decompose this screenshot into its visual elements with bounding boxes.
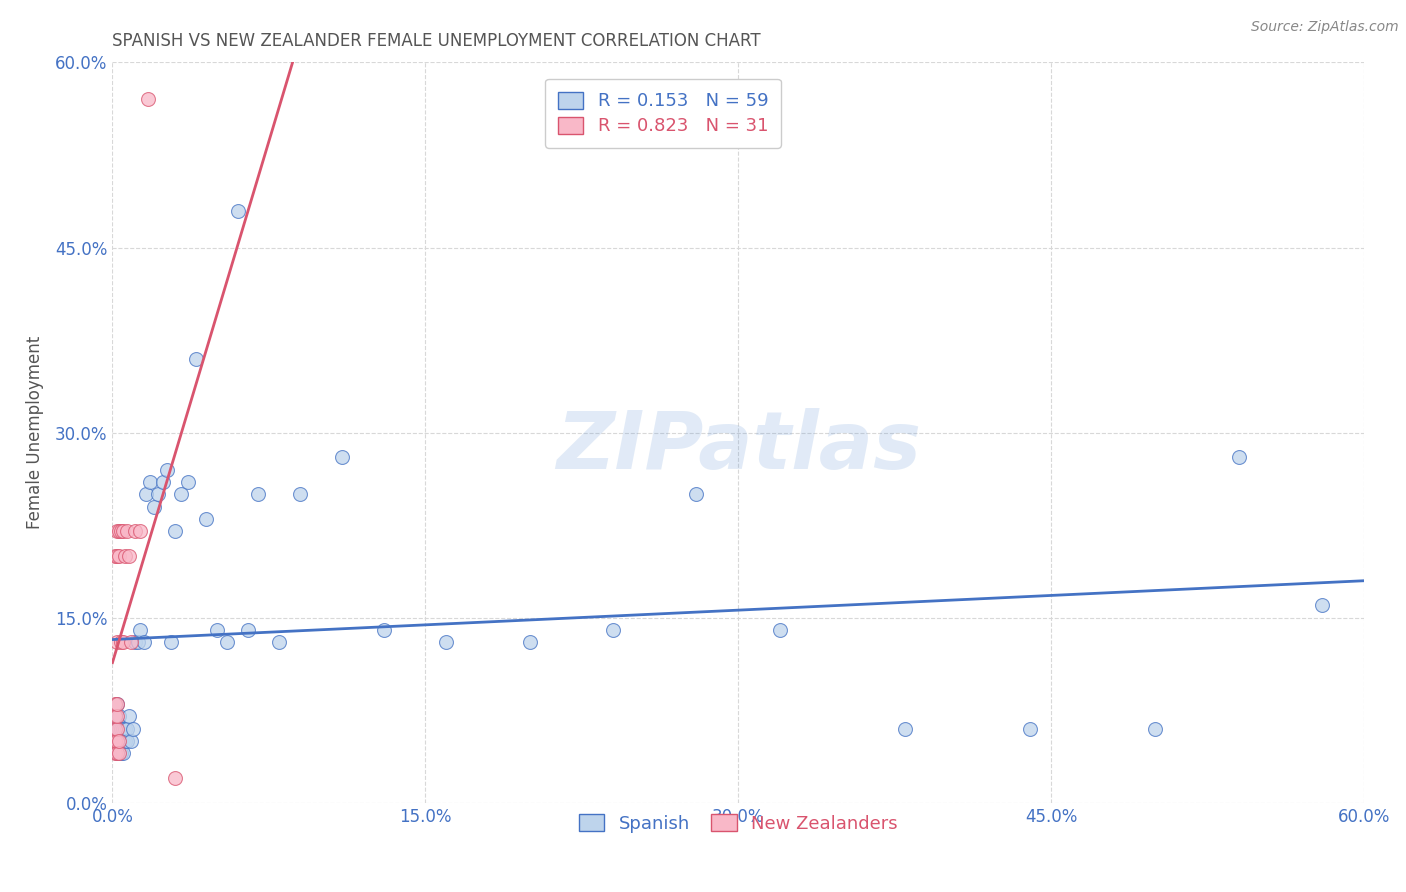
- Point: [160, 635, 183, 649]
- Y-axis label: Female Unemployment: Female Unemployment: [25, 336, 44, 529]
- Point: [105, 734, 128, 748]
- Point: [132, 635, 155, 649]
- Point: [110, 722, 132, 736]
- Point: [103, 549, 125, 563]
- Point: [103, 734, 125, 748]
- Text: SPANISH VS NEW ZEALANDER FEMALE UNEMPLOYMENT CORRELATION CHART: SPANISH VS NEW ZEALANDER FEMALE UNEMPLOY…: [112, 32, 761, 50]
- Point: [110, 635, 132, 649]
- Point: [115, 524, 138, 539]
- Point: [105, 697, 128, 711]
- Point: [1227, 450, 1250, 465]
- Point: [373, 623, 395, 637]
- Point: [170, 487, 193, 501]
- Point: [115, 734, 138, 748]
- Point: [148, 487, 170, 501]
- Point: [184, 351, 207, 366]
- Point: [1310, 599, 1333, 613]
- Point: [110, 734, 132, 748]
- Point: [107, 709, 129, 723]
- Point: [110, 747, 132, 761]
- Point: [136, 92, 159, 106]
- Point: [217, 635, 239, 649]
- Point: [105, 524, 128, 539]
- Point: [434, 635, 457, 649]
- Point: [107, 734, 129, 748]
- Point: [128, 524, 150, 539]
- Point: [152, 475, 174, 489]
- Point: [124, 524, 146, 539]
- Point: [290, 487, 312, 501]
- Point: [105, 549, 128, 563]
- Point: [111, 722, 134, 736]
- Point: [105, 722, 128, 736]
- Point: [103, 734, 125, 748]
- Point: [163, 771, 186, 785]
- Point: [114, 722, 136, 736]
- Point: [107, 734, 129, 748]
- Point: [107, 549, 129, 563]
- Point: [105, 747, 128, 761]
- Point: [122, 722, 145, 736]
- Point: [118, 549, 141, 563]
- Point: [103, 734, 125, 748]
- Point: [103, 697, 125, 711]
- Point: [114, 734, 136, 748]
- Text: ZIPatlas: ZIPatlas: [555, 409, 921, 486]
- Point: [128, 623, 150, 637]
- Point: [519, 635, 541, 649]
- Point: [105, 722, 128, 736]
- Point: [105, 635, 128, 649]
- Point: [226, 203, 249, 218]
- Text: Source: ZipAtlas.com: Source: ZipAtlas.com: [1251, 20, 1399, 34]
- Point: [143, 500, 166, 514]
- Point: [127, 635, 149, 649]
- Point: [602, 623, 624, 637]
- Point: [195, 512, 218, 526]
- Point: [107, 747, 129, 761]
- Point: [105, 734, 128, 748]
- Point: [1144, 722, 1167, 736]
- Point: [156, 462, 179, 476]
- Point: [111, 734, 134, 748]
- Point: [236, 623, 259, 637]
- Point: [124, 635, 146, 649]
- Point: [114, 549, 136, 563]
- Point: [685, 487, 707, 501]
- Point: [111, 524, 134, 539]
- Point: [330, 450, 353, 465]
- Point: [107, 524, 129, 539]
- Point: [111, 747, 134, 761]
- Point: [269, 635, 291, 649]
- Point: [120, 635, 142, 649]
- Point: [1019, 722, 1042, 736]
- Point: [111, 635, 134, 649]
- Point: [105, 697, 128, 711]
- Point: [118, 709, 141, 723]
- Point: [103, 722, 125, 736]
- Point: [247, 487, 270, 501]
- Point: [105, 747, 128, 761]
- Legend: Spanish, New Zealanders: Spanish, New Zealanders: [567, 802, 910, 846]
- Point: [103, 747, 125, 761]
- Point: [139, 475, 162, 489]
- Point: [107, 722, 129, 736]
- Point: [115, 722, 138, 736]
- Point: [176, 475, 198, 489]
- Point: [105, 709, 128, 723]
- Point: [120, 734, 142, 748]
- Point: [769, 623, 792, 637]
- Point: [110, 524, 132, 539]
- Point: [205, 623, 228, 637]
- Point: [163, 524, 186, 539]
- Point: [135, 487, 157, 501]
- Point: [103, 722, 125, 736]
- Point: [894, 722, 917, 736]
- Point: [107, 747, 129, 761]
- Point: [103, 709, 125, 723]
- Point: [103, 709, 125, 723]
